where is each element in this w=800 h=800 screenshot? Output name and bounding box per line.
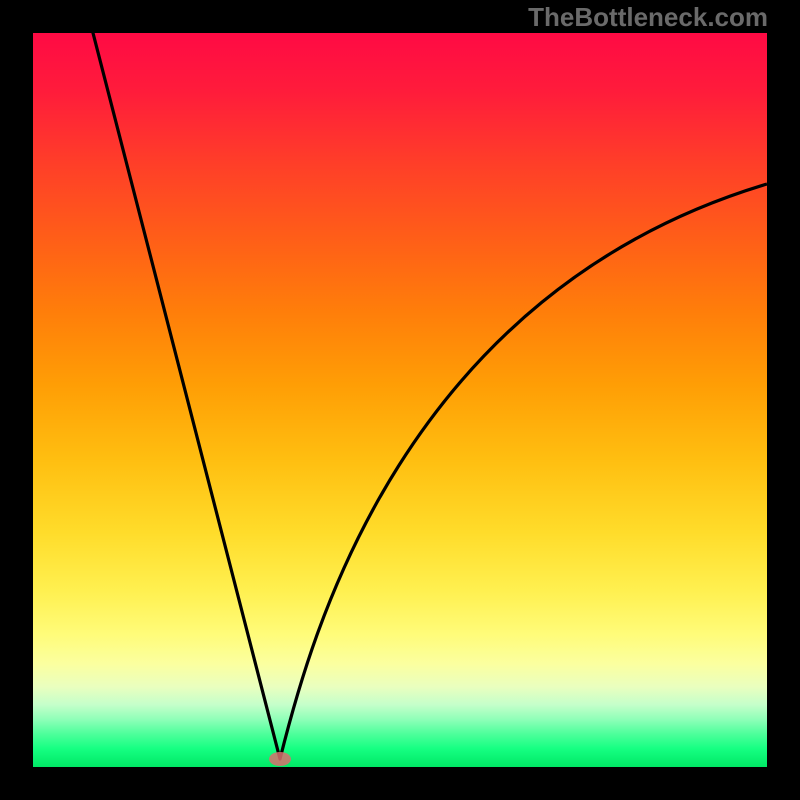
plot-background [33, 33, 767, 767]
watermark-text: TheBottleneck.com [528, 2, 768, 33]
bottleneck-chart [0, 0, 800, 800]
optimal-point-marker [269, 752, 291, 766]
